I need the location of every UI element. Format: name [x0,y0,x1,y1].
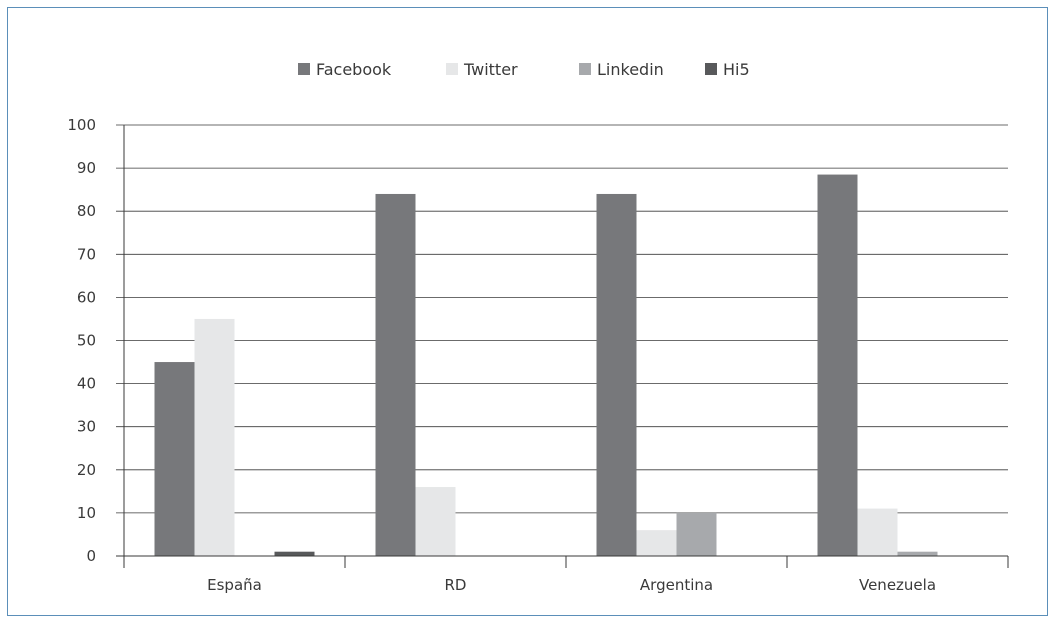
bar-twitter-1 [194,318,235,556]
bar-twitter-3 [636,530,677,556]
bar-linkedin-3 [676,512,717,556]
y-tick-label: 70 [77,245,96,263]
y-tick-label: 20 [77,461,96,479]
legend-swatch-facebook [298,63,310,75]
x-category-label: Argentina [640,576,713,594]
y-tick-label: 50 [77,332,96,350]
x-category-label: RD [445,576,467,594]
bar-facebook-1 [154,362,195,556]
bars [154,174,938,556]
legend-swatch-hi5 [705,63,717,75]
bar-facebook-2 [375,193,416,556]
legend-label-twitter: Twitter [463,60,518,79]
x-axis: España RD Argentina Venezuela [116,555,1009,594]
bar-hi5-1 [274,551,315,556]
y-tick-label: 0 [86,547,96,565]
legend-label-hi5: Hi5 [723,60,750,79]
legend-label-linkedin: Linkedin [597,60,664,79]
legend-label-facebook: Facebook [316,60,392,79]
bar-twitter-4 [857,508,898,556]
legend-swatch-twitter [446,63,458,75]
y-tick-label: 100 [67,116,96,134]
bar-facebook-3 [596,193,637,556]
legend: Facebook Twitter Linkedin Hi5 [298,60,750,79]
x-category-label: Venezuela [859,576,936,594]
y-tick-label: 60 [77,288,96,306]
y-tick-label: 40 [77,375,96,393]
gridlines [116,124,1008,514]
legend-swatch-linkedin [579,63,591,75]
y-tick-label: 90 [77,159,96,177]
y-tick-label: 10 [77,504,96,522]
bar-twitter-2 [415,487,456,556]
x-category-label: España [207,576,262,594]
bar-facebook-4 [817,174,858,556]
y-tick-label: 80 [77,202,96,220]
bar-linkedin-4 [897,551,938,556]
y-axis: 0 10 20 30 40 50 60 70 80 90 100 [67,116,125,565]
y-tick-label: 30 [77,418,96,436]
